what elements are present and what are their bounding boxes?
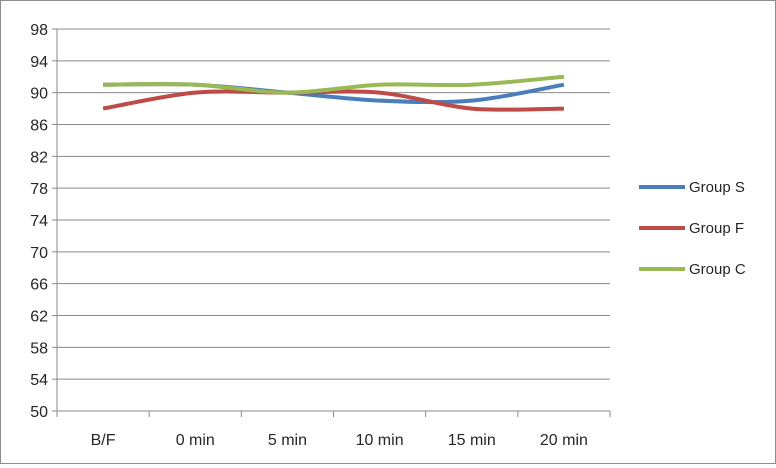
legend-label: Group C [689,261,746,278]
series-lines [102,74,565,112]
y-tick-labels: 50 54 58 62 66 70 74 78 82 86 90 94 98 [30,22,48,421]
x-tick-label: B/F [91,432,116,449]
y-tick-label: 98 [30,22,48,39]
x-tick-labels: B/F 0 min 5 min 10 min 15 min 20 min [91,432,588,449]
y-tick-label: 78 [30,181,48,198]
y-tick-label: 62 [30,309,48,326]
y-tick-label: 74 [30,213,48,230]
y-tick-label: 50 [30,404,48,421]
y-tick-label: 58 [30,340,48,357]
x-tick-label: 15 min [448,432,496,449]
x-tick-label: 0 min [176,432,215,449]
x-tick-label: 20 min [540,432,588,449]
x-tick-label: 10 min [356,432,404,449]
series-line-group-c [103,74,565,95]
series-line-group-f [102,89,564,112]
legend-label: Group F [689,220,744,237]
axes [52,28,611,417]
y-tick-label: 90 [30,86,48,103]
y-tick-label: 66 [30,277,48,294]
y-tick-label: 82 [30,149,48,166]
legend-label: Group S [689,179,745,196]
x-tick-label: 5 min [268,432,307,449]
y-tick-label: 94 [30,54,48,71]
y-tick-label: 54 [30,372,48,389]
legend: Group S Group F Group C [639,179,746,278]
y-tick-label: 70 [30,245,48,262]
y-tick-label: 86 [30,118,48,135]
